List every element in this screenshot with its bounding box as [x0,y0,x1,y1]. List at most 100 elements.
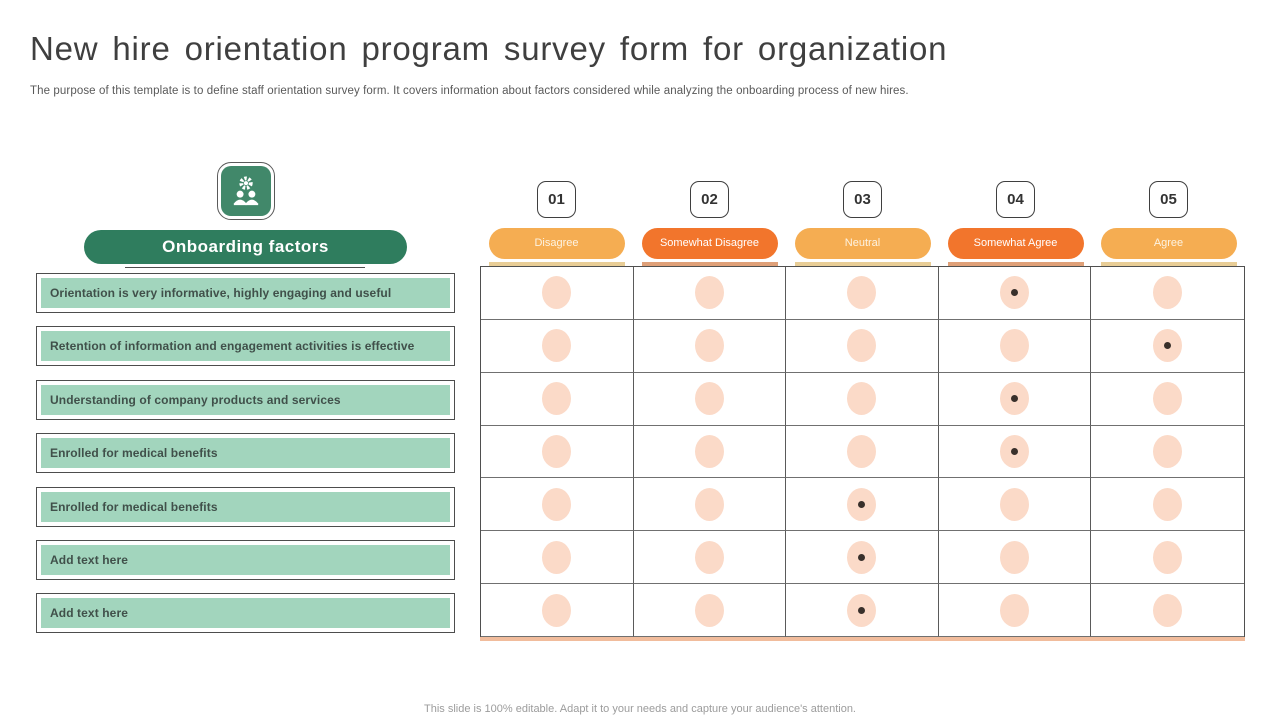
column-number-slot: 04 [939,181,1092,218]
grid-cell-r4-c2[interactable] [633,425,787,479]
grid-cell-r2-c2[interactable] [633,319,787,373]
row-label-6[interactable]: Add text here [36,539,455,580]
survey-grid [480,266,1245,637]
radio-unselected-icon[interactable] [1000,487,1030,521]
grid-cell-r3-c4[interactable] [938,372,1092,426]
grid-cell-r3-c5[interactable] [1091,373,1244,426]
survey-table: 01 02 03 04 05 Disagree Somewhat Disagree Neut… [480,0,1245,720]
radio-unselected-icon[interactable] [847,276,877,310]
grid-cell-r5-c1[interactable] [481,478,634,532]
radio-selected-icon[interactable] [847,487,877,521]
radio-unselected-icon[interactable] [847,329,877,363]
grid-cell-r1-c2[interactable] [633,267,787,320]
column-label-pill[interactable]: Agree [1100,228,1237,259]
column-pill-slot: Disagree [480,228,633,259]
grid-cell-r3-c2[interactable] [633,372,787,426]
grid-cell-r5-c2[interactable] [633,478,787,532]
column-number-03: 03 [843,181,882,218]
grid-cell-r6-c1[interactable] [481,531,634,585]
team-settings-icon [221,166,271,216]
grid-cell-r2-c5[interactable] [1091,320,1244,373]
radio-selected-icon[interactable] [1000,276,1030,310]
grid-cell-r6-c4[interactable] [938,531,1092,585]
column-number-05: 05 [1149,181,1188,218]
grid-cell-r2-c1[interactable] [481,319,634,373]
grid-cell-r6-c3[interactable] [786,531,939,585]
radio-unselected-icon[interactable] [1000,540,1030,574]
radio-unselected-icon[interactable] [1153,487,1183,521]
grid-cell-r2-c4[interactable] [938,319,1092,373]
page-subtitle: The purpose of this template is to defin… [30,85,909,97]
radio-unselected-icon[interactable] [1153,276,1183,310]
grid-cell-r7-c1[interactable] [481,584,634,637]
radio-unselected-icon[interactable] [542,540,572,574]
grid-cell-r4-c3[interactable] [786,425,939,479]
grid-cell-r7-c5[interactable] [1091,584,1244,637]
column-label-pill[interactable]: Disagree [488,228,625,259]
column-numbers: 01 02 03 04 05 [480,181,1245,218]
radio-unselected-icon[interactable] [694,276,724,310]
grid-cell-r7-c4[interactable] [938,584,1092,637]
radio-unselected-icon[interactable] [1153,593,1183,627]
radio-unselected-icon[interactable] [542,382,572,416]
grid-cell-r5-c4[interactable] [938,478,1092,532]
grid-cell-r1-c3[interactable] [786,267,939,320]
radio-unselected-icon[interactable] [694,593,724,627]
column-label-pill[interactable]: Somewhat Disagree [641,228,778,259]
radio-unselected-icon[interactable] [1153,382,1183,416]
radio-unselected-icon[interactable] [694,434,724,468]
radio-unselected-icon[interactable] [542,593,572,627]
grid-cell-r6-c5[interactable] [1091,531,1244,585]
grid-cell-r4-c4[interactable] [938,425,1092,479]
row-label-1[interactable]: Orientation is very informative, highly … [36,273,455,313]
radio-unselected-icon[interactable] [694,382,724,416]
radio-unselected-icon[interactable] [1000,329,1030,363]
row-label-3[interactable]: Understanding of company products and se… [36,379,455,420]
row-label-7[interactable]: Add text here [36,593,455,634]
radio-selected-icon[interactable] [847,540,877,574]
grid-cell-r5-c5[interactable] [1091,478,1244,532]
footer-note: This slide is 100% editable. Adapt it to… [424,703,856,715]
row-label-4[interactable]: Enrolled for medical benefits [36,433,455,474]
grid-cell-r7-c3[interactable] [786,584,939,637]
grid-cell-r7-c2[interactable] [633,584,787,637]
row-label-2[interactable]: Retention of information and engagement … [36,326,455,367]
accent-bar-slot [633,262,786,266]
grid-cell-r1-c4[interactable] [938,267,1092,320]
radio-unselected-icon[interactable] [694,487,724,521]
grid-cell-r2-c3[interactable] [786,319,939,373]
radio-unselected-icon[interactable] [542,487,572,521]
grid-cell-r4-c1[interactable] [481,425,634,479]
row-label-text: Orientation is very informative, highly … [41,278,450,308]
column-accent-bar [947,262,1084,266]
grid-cell-r1-c1[interactable] [481,267,634,320]
radio-selected-icon[interactable] [1000,382,1030,416]
radio-unselected-icon[interactable] [1153,434,1183,468]
grid-cell-r1-c5[interactable] [1091,267,1244,320]
row-label-text: Add text here [41,544,450,575]
column-accent-bar [1100,262,1237,266]
column-pills: Disagree Somewhat Disagree Neutral Somewhat… [480,228,1245,259]
radio-unselected-icon[interactable] [1153,540,1183,574]
radio-unselected-icon[interactable] [694,540,724,574]
radio-selected-icon[interactable] [1153,329,1183,363]
column-label-pill[interactable]: Somewhat Agree [947,228,1084,259]
radio-unselected-icon[interactable] [1000,593,1030,627]
radio-unselected-icon[interactable] [542,434,572,468]
grid-cell-r4-c5[interactable] [1091,426,1244,479]
column-pill-slot: Somewhat Disagree [633,228,786,259]
radio-selected-icon[interactable] [1000,434,1030,468]
column-number-slot: 03 [786,181,939,218]
radio-unselected-icon[interactable] [847,434,877,468]
grid-cell-r3-c1[interactable] [481,372,634,426]
radio-unselected-icon[interactable] [694,329,724,363]
column-label-pill[interactable]: Neutral [794,228,931,259]
grid-cell-r5-c3[interactable] [786,478,939,532]
grid-cell-r6-c2[interactable] [633,531,787,585]
radio-unselected-icon[interactable] [542,329,572,363]
grid-cell-r3-c3[interactable] [786,372,939,426]
radio-selected-icon[interactable] [847,593,877,627]
radio-unselected-icon[interactable] [542,276,572,310]
radio-unselected-icon[interactable] [847,382,877,416]
row-label-5[interactable]: Enrolled for medical benefits [36,486,455,527]
